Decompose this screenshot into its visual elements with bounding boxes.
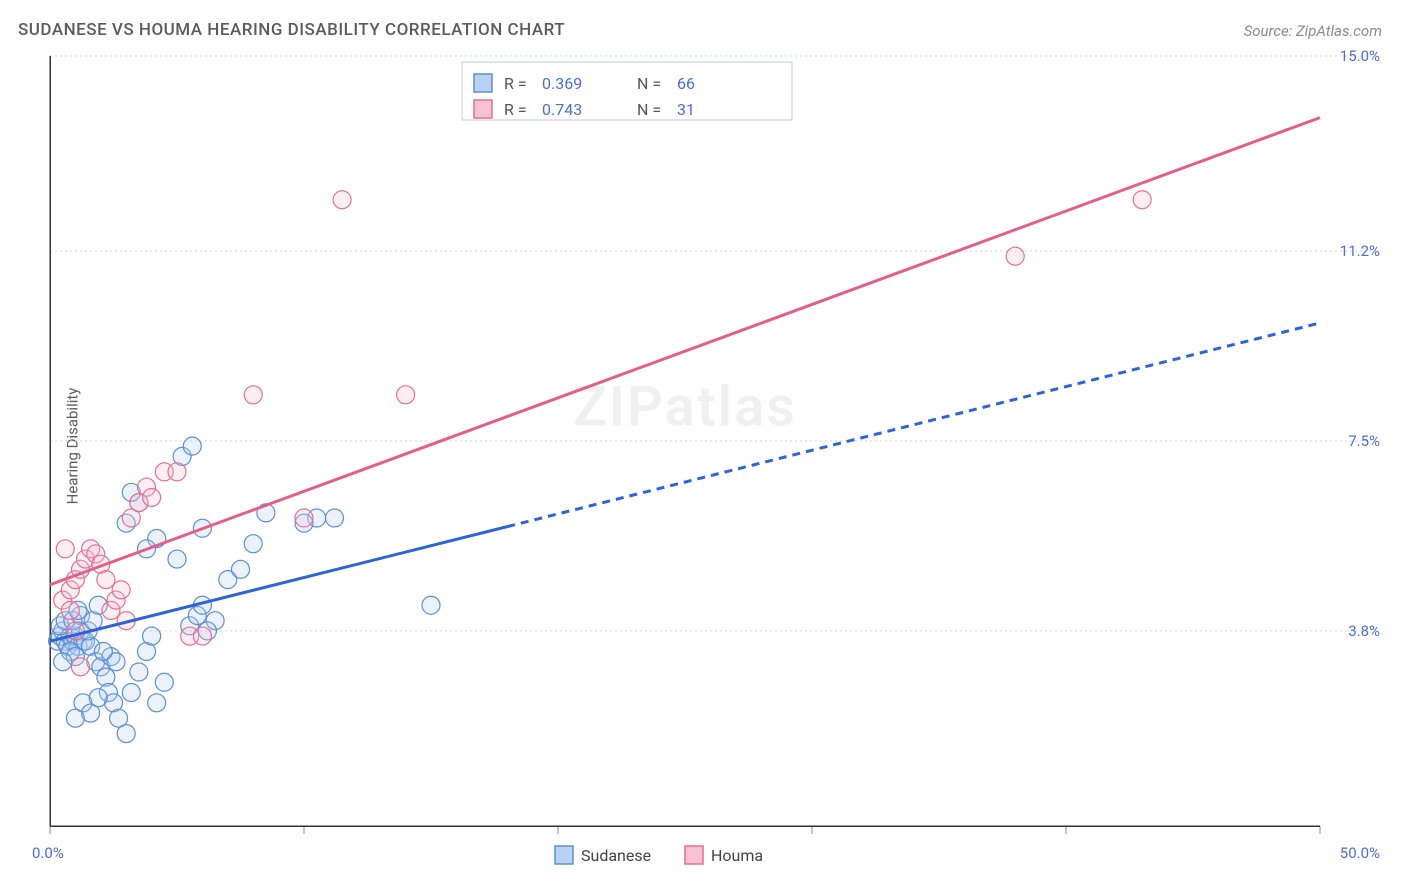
svg-text:0.369: 0.369: [542, 74, 582, 93]
svg-text:66: 66: [677, 74, 695, 93]
svg-text:R =: R =: [504, 100, 527, 119]
svg-text:0.743: 0.743: [542, 100, 582, 119]
sudanese-point: [148, 694, 166, 712]
svg-text:Sudanese: Sudanese: [581, 846, 651, 865]
svg-text:N =: N =: [637, 100, 661, 119]
sudanese-point: [232, 560, 250, 578]
x-min-label: 0.0%: [32, 844, 64, 862]
houma-point: [143, 488, 161, 506]
sudanese-point: [422, 596, 440, 614]
houma-point: [112, 581, 130, 599]
y-tick-label: 3.8%: [1348, 622, 1380, 640]
svg-text:ZIPatlas: ZIPatlas: [573, 374, 797, 440]
sudanese-point: [122, 684, 140, 702]
sudanese-point: [117, 725, 135, 743]
sudanese-point: [183, 437, 201, 455]
houma-point: [295, 509, 313, 527]
svg-text:Houma: Houma: [711, 846, 763, 865]
sudanese-point: [89, 689, 107, 707]
sudanese-point: [168, 550, 186, 568]
y-tick-label: 7.5%: [1348, 432, 1380, 450]
houma-point: [61, 601, 79, 619]
series-legend: Sudanese Houma: [555, 846, 763, 865]
sudanese-point: [94, 642, 112, 660]
houma-trendline: [50, 118, 1320, 585]
houma-point: [1006, 247, 1024, 265]
sudanese-point: [143, 627, 161, 645]
houma-point: [168, 463, 186, 481]
houma-point: [244, 386, 262, 404]
sudanese-point: [155, 673, 173, 691]
houma-point: [1133, 191, 1151, 209]
sudanese-point: [244, 535, 262, 553]
houma-point: [397, 386, 415, 404]
houma-point: [56, 540, 74, 558]
chart-svg: ZIPatlas 3.8% 7.5% 11.2% 15.0% 0.0% 50.0% R = 0.…: [0, 0, 1406, 892]
houma-point: [333, 191, 351, 209]
y-tick-label: 11.2%: [1340, 242, 1380, 260]
houma-point: [193, 627, 211, 645]
y-tick-label: 15.0%: [1340, 47, 1380, 65]
sudanese-point: [54, 653, 72, 671]
houma-point: [97, 571, 115, 589]
stats-legend: R = 0.369 N = 66 R = 0.743 N = 31: [462, 62, 792, 120]
sudanese-point: [130, 663, 148, 681]
svg-text:R =: R =: [504, 74, 527, 93]
svg-text:31: 31: [677, 100, 695, 119]
houma-point: [71, 658, 89, 676]
x-max-label: 50.0%: [1340, 844, 1380, 862]
svg-text:N =: N =: [637, 74, 661, 93]
sudanese-point: [325, 509, 343, 527]
